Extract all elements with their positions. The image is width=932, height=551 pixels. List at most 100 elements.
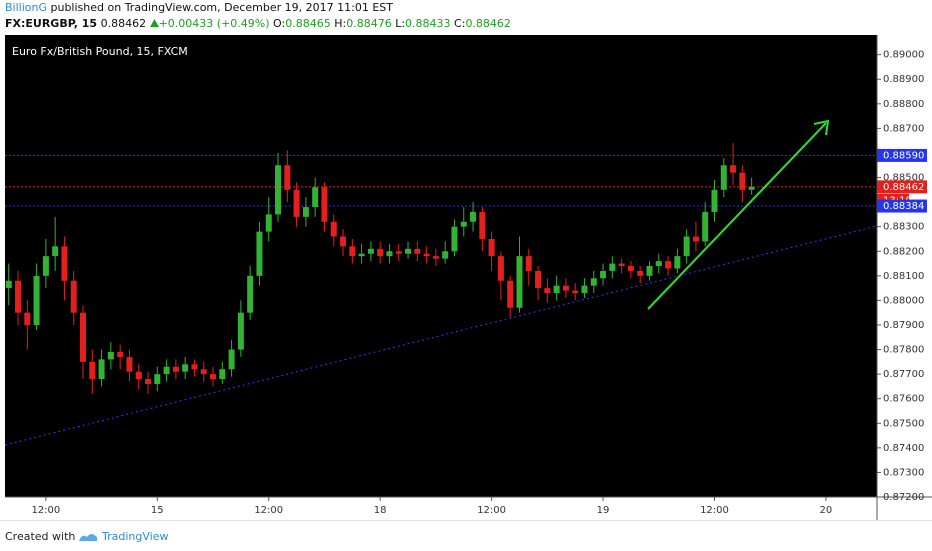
candle-body: [627, 266, 634, 271]
candle-body: [228, 349, 235, 370]
y-tick-label: 0.87900: [883, 320, 924, 331]
candle-body: [284, 165, 291, 190]
candle-body: [172, 366, 179, 372]
candle-body: [730, 165, 737, 173]
x-tick-label: 12:00: [31, 505, 60, 516]
axes: 0.89000 0.88900 0.88800 0.88700 0.88500 0.883…: [31, 50, 927, 516]
candle-body: [154, 374, 161, 384]
candle-body: [590, 278, 597, 286]
candle-body: [145, 379, 152, 384]
candle-body: [321, 187, 328, 222]
price-label-box: [877, 180, 927, 194]
candle-body: [377, 248, 384, 257]
footer: Created with TradingView: [0, 520, 932, 551]
author-link[interactable]: BillionG: [5, 1, 47, 14]
candle-body: [33, 275, 40, 325]
candle-body: [618, 263, 625, 266]
ohlc: O:0.88465 H:0.88476 L:0.88433 C:0.88462: [273, 17, 511, 30]
candle-body: [507, 280, 514, 308]
candle-body: [581, 285, 588, 294]
price-label: 0.88590: [883, 150, 924, 161]
ohlc-label: L:: [395, 17, 406, 30]
y-tick-label: 0.88800: [883, 99, 924, 110]
candle-body: [562, 285, 569, 291]
candle-body: [293, 189, 300, 217]
candle-body: [15, 280, 22, 313]
y-tick-label: 0.88700: [883, 123, 924, 134]
ohlc-value: 0.88465: [285, 17, 331, 30]
candle-body: [692, 236, 699, 242]
publish-line: BillionG published on TradingView.com, D…: [5, 1, 393, 14]
candle-body: [61, 246, 68, 281]
candle-body: [479, 211, 486, 239]
quote-line: FX:EURGBP, 15 0.88462 +0.00433 (+0.49%) …: [5, 17, 511, 30]
logo: [79, 534, 97, 541]
publish-info: published on TradingView.com, December 1…: [50, 1, 394, 14]
candle-body: [516, 256, 523, 308]
ohlc-value: 0.88433: [405, 17, 451, 30]
candle-body: [275, 165, 282, 215]
candle-body: [247, 275, 254, 313]
y-tick-label: 0.88200: [883, 246, 924, 257]
candle-body: [655, 261, 662, 266]
candle-body: [219, 369, 226, 380]
symbol: FX:EURGBP, 15: [5, 17, 98, 30]
x-tick-label: 19: [597, 505, 610, 516]
x-tick-label: 15: [151, 505, 164, 516]
candle-body: [256, 231, 263, 276]
candle-body: [200, 369, 207, 375]
candle-body: [470, 211, 477, 222]
arrow-head: [813, 119, 830, 136]
candle-body: [117, 352, 124, 357]
candle-body: [70, 280, 77, 313]
candle-body: [609, 263, 616, 271]
y-tick-label: 0.87400: [883, 443, 924, 454]
candle-body: [451, 226, 458, 252]
header: BillionG published on TradingView.com, D…: [0, 0, 932, 35]
candle-body: [535, 270, 542, 289]
chart-title: Euro Fx/British Pound, 15, FXCM: [12, 45, 188, 58]
candle-body: [683, 236, 690, 257]
candle-body: [739, 172, 746, 190]
candle-body: [646, 266, 653, 276]
candle-body: [497, 256, 504, 281]
price-label: 0.88384: [883, 201, 924, 212]
candle-body: [405, 248, 412, 254]
ohlc-label: O:: [273, 17, 286, 30]
ohlc-label: C:: [454, 17, 466, 30]
footer-text: Created with: [5, 530, 76, 543]
x-tick-label: 12:00: [700, 505, 729, 516]
brand-link[interactable]: TradingView: [102, 530, 169, 543]
candle-body: [432, 256, 439, 259]
candle-body: [135, 371, 142, 380]
x-tick-label: 12:00: [254, 505, 283, 516]
chart: Euro Fx/British Pound, 15, FXCM 0.890000…: [0, 35, 932, 520]
candle-body: [553, 285, 560, 294]
candle-body: [423, 253, 430, 257]
candle-body: [442, 251, 449, 259]
plot-area: [5, 35, 877, 497]
ohlc-value: 0.88462: [465, 17, 511, 30]
y-tick-label: 0.88100: [883, 271, 924, 282]
candle-body: [302, 207, 309, 217]
candle-body: [460, 221, 467, 227]
candle-body: [748, 186, 755, 190]
candle-body: [488, 238, 495, 257]
x-tick-label: 12:00: [477, 505, 506, 516]
candle-body: [163, 366, 170, 375]
price-label: 0.88462: [883, 182, 924, 193]
candle-body: [720, 165, 727, 190]
y-tick-label: 0.88900: [883, 74, 924, 85]
candle-body: [340, 236, 347, 247]
price-label-box: [877, 199, 927, 213]
candle-body: [600, 270, 607, 279]
candle-body: [24, 312, 31, 325]
candle-body: [126, 356, 133, 372]
y-tick-label: 0.87200: [883, 492, 924, 503]
up-icon: [149, 19, 159, 27]
candle-body: [711, 189, 718, 212]
candle-body: [572, 290, 579, 294]
candle-body: [107, 352, 114, 360]
candle-body: [525, 256, 532, 271]
